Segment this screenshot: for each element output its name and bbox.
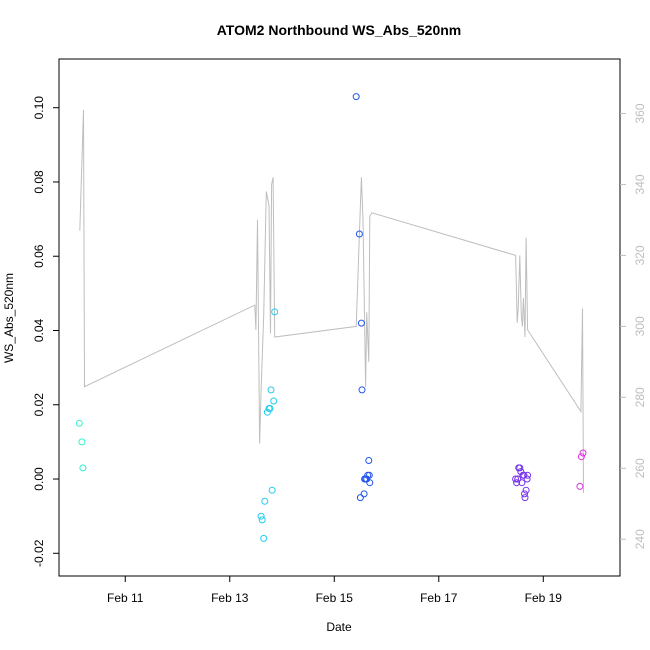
data-point [257, 512, 265, 520]
data-point [266, 405, 274, 412]
y2-tick-label: 300 [633, 316, 647, 336]
y2-tick-label: 320 [633, 245, 647, 265]
data-point [258, 516, 266, 524]
data-point [576, 482, 584, 490]
y2-tick-label: 260 [633, 458, 647, 478]
data-point [521, 490, 528, 498]
y2-tick-label: 240 [633, 529, 647, 549]
y2-tick-label: 280 [633, 387, 647, 407]
data-point [356, 494, 364, 502]
x-tick-label: Feb 17 [420, 591, 458, 605]
x-axis: Feb 11 Feb 13 Feb 15 Feb 17 Feb 19 [107, 576, 562, 605]
data-point [352, 93, 360, 101]
y-tick-label: 0.10 [32, 96, 46, 120]
y-tick-label: 0.00 [32, 467, 46, 491]
y-tick-label: 0.02 [32, 393, 46, 417]
data-point [521, 494, 529, 502]
y-tick-label: -0.02 [32, 539, 46, 567]
data-point [268, 486, 276, 494]
points-layer [75, 93, 587, 542]
data-point [365, 471, 373, 479]
x-tick-label: Feb 15 [316, 591, 354, 605]
data-point [577, 453, 585, 461]
y-tick-label: 0.06 [32, 244, 46, 268]
chart-title: ATOM2 Northbound WS_Abs_520nm [217, 22, 462, 38]
y-axis-label: WS_Abs_520nm [2, 273, 16, 363]
data-point [523, 475, 531, 483]
data-point [365, 457, 373, 464]
data-point [514, 475, 522, 483]
data-point [513, 479, 521, 487]
data-point [366, 479, 374, 487]
data-point [524, 471, 532, 479]
secondary-line-layer [79, 109, 584, 494]
data-point [270, 397, 278, 405]
data-point [360, 490, 368, 498]
data-point [355, 230, 363, 238]
data-point [516, 464, 524, 472]
data-point [357, 319, 365, 327]
plot-frame [58, 58, 621, 577]
data-point [261, 497, 269, 505]
x-axis-label: Date [326, 620, 352, 634]
data-point [518, 479, 526, 487]
data-point [358, 386, 366, 394]
y-tick-label: 0.04 [32, 318, 46, 342]
y2-tick-label: 340 [633, 174, 647, 194]
data-point [522, 486, 530, 494]
x-tick-label: Feb 13 [211, 591, 249, 605]
data-point [260, 534, 268, 542]
x-tick-label: Feb 19 [525, 591, 563, 605]
data-point [271, 308, 279, 316]
data-point [78, 438, 86, 446]
data-point [579, 449, 587, 457]
y-tick-label: 0.08 [32, 170, 46, 194]
secondary-series-line [79, 109, 584, 494]
data-point [267, 386, 275, 394]
x-tick-label: Feb 11 [107, 591, 144, 605]
data-point [512, 475, 520, 483]
secondary-y-axis: 240 260 280 300 320 340 360 [620, 103, 647, 549]
y-axis: -0.02 0.00 0.02 0.04 0.06 0.08 0.10 [32, 96, 59, 567]
data-point [75, 419, 83, 427]
data-point [79, 464, 87, 472]
y2-tick-label: 360 [633, 103, 647, 123]
